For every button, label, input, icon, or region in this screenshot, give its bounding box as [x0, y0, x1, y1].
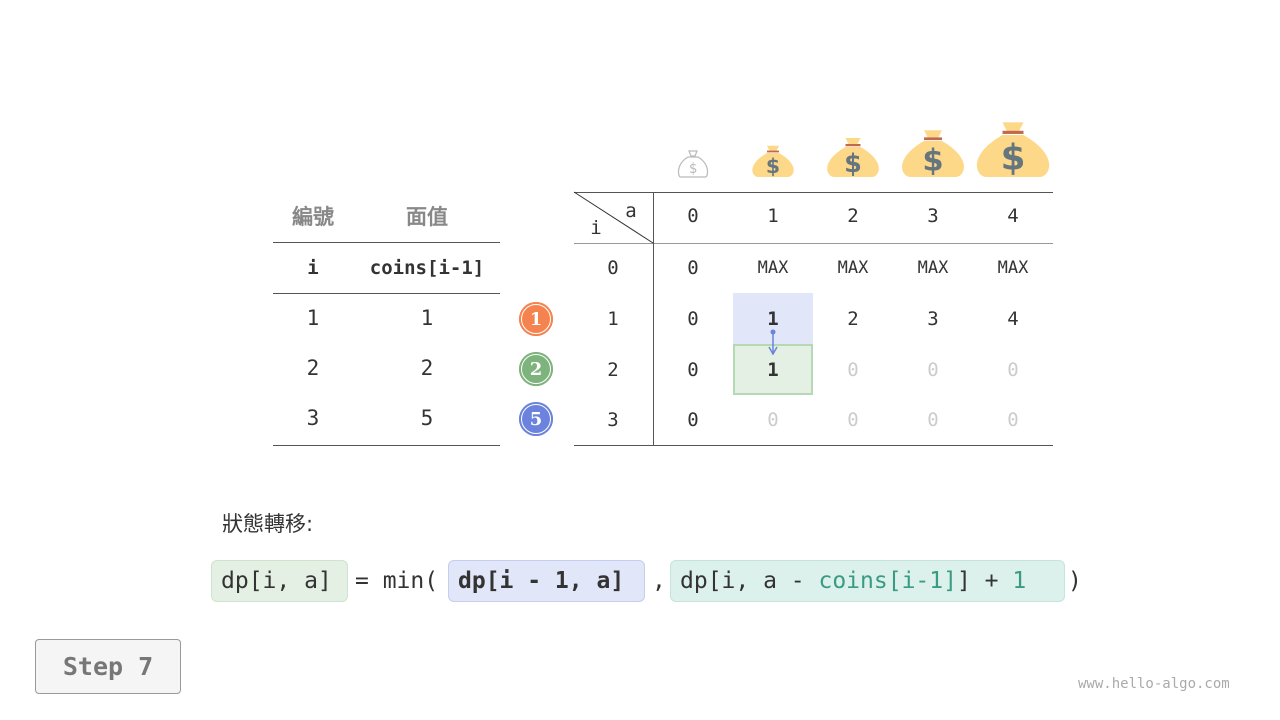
- dp-cell: 2: [847, 308, 859, 330]
- dp-cell: 0: [767, 409, 779, 431]
- row-index: 1: [306, 306, 320, 330]
- col-header: 2: [847, 205, 859, 227]
- dp-cell: 1: [767, 308, 779, 330]
- dp-cell: 0: [927, 359, 939, 381]
- svg-text:$: $: [844, 149, 862, 179]
- dp-cell: 0: [687, 257, 699, 279]
- watermark: www.hello-algo.com: [1078, 676, 1230, 692]
- formula-lhs: dp[i, a]: [211, 560, 348, 602]
- dp-cell: 0: [847, 409, 859, 431]
- dp-cell: 0: [687, 359, 699, 381]
- money-bag-icon-empty: $: [677, 150, 709, 178]
- formula-close: ): [1068, 568, 1082, 594]
- arrow-down-icon: [768, 329, 778, 356]
- col-header: 3: [927, 205, 939, 227]
- subheader-coins: coins[i-1]: [369, 257, 485, 279]
- row-header: 1: [607, 308, 619, 330]
- money-bag-icon: $: [752, 145, 794, 178]
- dp-cell: MAX: [837, 258, 869, 278]
- col-header: 4: [1007, 205, 1019, 227]
- svg-text:$: $: [922, 144, 943, 179]
- col-header: 0: [687, 205, 699, 227]
- dp-cell: MAX: [917, 258, 949, 278]
- dp-cell: 4: [1007, 308, 1019, 330]
- row-value: 2: [420, 356, 434, 380]
- corner-row-label: i: [590, 217, 602, 239]
- step-button[interactable]: Step 7: [35, 639, 181, 694]
- coin-icon: 5: [519, 402, 553, 436]
- row-header: 2: [607, 359, 619, 381]
- corner-col-label: a: [625, 200, 637, 222]
- header-index: 編號: [292, 205, 334, 229]
- dp-cell: 0: [927, 409, 939, 431]
- col-header: 1: [767, 205, 779, 227]
- formula-comma: ,: [652, 568, 666, 594]
- svg-text:$: $: [689, 161, 697, 177]
- formula-eq: = min(: [355, 568, 439, 594]
- coin-icon: 2: [519, 352, 553, 386]
- row-header: 0: [607, 257, 619, 279]
- row-index: 2: [306, 356, 320, 380]
- formula-term2: dp[i, a - coins[i-1]] + 1: [670, 560, 1065, 602]
- row-value: 5: [420, 406, 434, 430]
- money-bag-icon: $: [827, 138, 879, 179]
- coin-icon: 1: [519, 302, 553, 336]
- money-bag-icon: $: [976, 122, 1050, 179]
- dp-cell: 3: [927, 308, 939, 330]
- money-bag-icon: $: [902, 130, 964, 179]
- svg-text:$: $: [1001, 138, 1026, 179]
- row-header: 3: [607, 409, 619, 431]
- row-index: 3: [306, 406, 320, 430]
- dp-cell: MAX: [997, 258, 1029, 278]
- dp-cell: 0: [1007, 409, 1019, 431]
- subheader-i: i: [307, 257, 319, 279]
- dp-cell: 1: [767, 359, 779, 381]
- dp-cell: 0: [847, 359, 859, 381]
- row-value: 1: [420, 306, 434, 330]
- dp-cell: MAX: [757, 258, 789, 278]
- dp-cell: 0: [687, 308, 699, 330]
- money-bag-icons: $ $ $ $ $: [677, 122, 1050, 179]
- formula-title: 狀態轉移:: [222, 512, 314, 536]
- header-value: 面值: [406, 205, 448, 229]
- dp-cell: 0: [1007, 359, 1019, 381]
- svg-text:$: $: [766, 154, 780, 178]
- dp-cell: 0: [687, 409, 699, 431]
- formula-term1: dp[i - 1, a]: [448, 560, 645, 602]
